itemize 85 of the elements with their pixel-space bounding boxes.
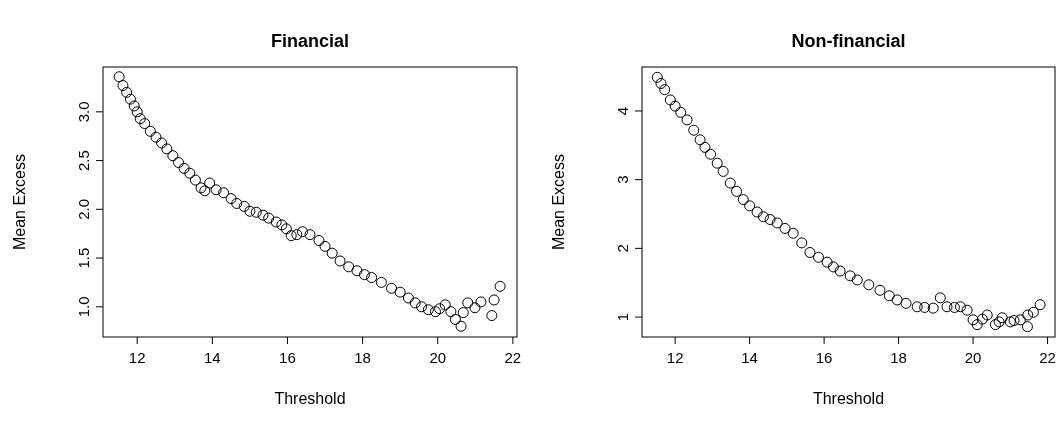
point <box>954 301 966 313</box>
point <box>813 251 825 263</box>
point <box>796 237 808 249</box>
point <box>681 114 693 126</box>
y-tick-label: 1 <box>614 312 631 322</box>
point <box>874 284 886 296</box>
point <box>651 71 663 83</box>
x-tick-label: 20 <box>964 349 982 366</box>
point <box>757 211 769 223</box>
point <box>851 274 863 286</box>
point <box>751 206 763 218</box>
x-axis-title: Threshold <box>812 390 885 407</box>
x-tick-label: 14 <box>203 349 221 366</box>
point <box>927 302 939 314</box>
point <box>934 292 946 304</box>
point <box>731 185 743 197</box>
point <box>993 316 1005 328</box>
point <box>1034 299 1046 311</box>
point <box>737 194 749 206</box>
x-tick-label: 22 <box>1039 349 1056 366</box>
point <box>744 200 756 212</box>
chart-title: Non-financial <box>791 31 906 51</box>
point <box>675 106 687 118</box>
y-tick-label: 1.5 <box>75 247 92 269</box>
point <box>699 141 711 153</box>
point <box>1021 321 1033 333</box>
point <box>821 256 833 268</box>
point <box>996 312 1008 324</box>
y-axis-title: Mean Excess <box>550 153 567 251</box>
y-tick-label: 4 <box>614 106 631 116</box>
x-tick-label: 18 <box>354 349 371 366</box>
point <box>1027 306 1039 318</box>
point <box>961 304 973 316</box>
point <box>941 301 953 313</box>
point <box>771 217 783 229</box>
x-tick-label: 12 <box>666 349 684 366</box>
point <box>1022 309 1034 321</box>
y-tick-label: 2 <box>614 244 631 253</box>
point <box>694 134 706 146</box>
point <box>717 165 729 177</box>
point <box>1004 316 1016 328</box>
point <box>900 297 912 309</box>
x-tick-label: 20 <box>429 349 447 366</box>
point <box>711 157 723 169</box>
point <box>804 247 816 258</box>
x-axis-title: Threshold <box>274 390 346 407</box>
point <box>971 319 983 331</box>
x-tick-label: 12 <box>128 349 146 366</box>
y-tick-label: 3 <box>614 175 631 184</box>
point <box>834 265 846 277</box>
point <box>911 301 923 313</box>
point <box>891 294 903 306</box>
point <box>688 124 700 136</box>
point <box>981 309 993 321</box>
point <box>787 227 799 239</box>
point <box>655 77 667 89</box>
point <box>827 261 839 273</box>
point <box>967 314 979 326</box>
y-tick-label: 1.0 <box>75 296 92 318</box>
x-tick-label: 18 <box>890 349 907 366</box>
point <box>919 301 931 313</box>
point <box>724 177 736 189</box>
point <box>863 279 875 291</box>
point <box>764 214 776 226</box>
x-tick-label: 22 <box>504 349 522 366</box>
point <box>948 301 960 313</box>
point <box>779 222 791 234</box>
point <box>664 94 676 106</box>
point <box>1008 315 1020 327</box>
chart-title: Financial <box>270 31 350 51</box>
point <box>976 313 988 325</box>
point <box>669 100 681 112</box>
point <box>844 270 856 282</box>
point <box>659 84 671 96</box>
x-tick-label: 16 <box>279 349 296 366</box>
y-tick-label: 3.0 <box>75 101 92 123</box>
x-tick-label: 16 <box>815 349 833 366</box>
point <box>883 290 895 302</box>
y-tick-label: 2.0 <box>75 198 92 220</box>
y-tick-label: 2.5 <box>75 150 92 171</box>
y-axis-title: Mean Excess <box>11 153 28 251</box>
point <box>1014 314 1026 326</box>
point <box>989 319 1001 331</box>
point <box>705 148 717 160</box>
x-tick-label: 14 <box>741 349 758 366</box>
